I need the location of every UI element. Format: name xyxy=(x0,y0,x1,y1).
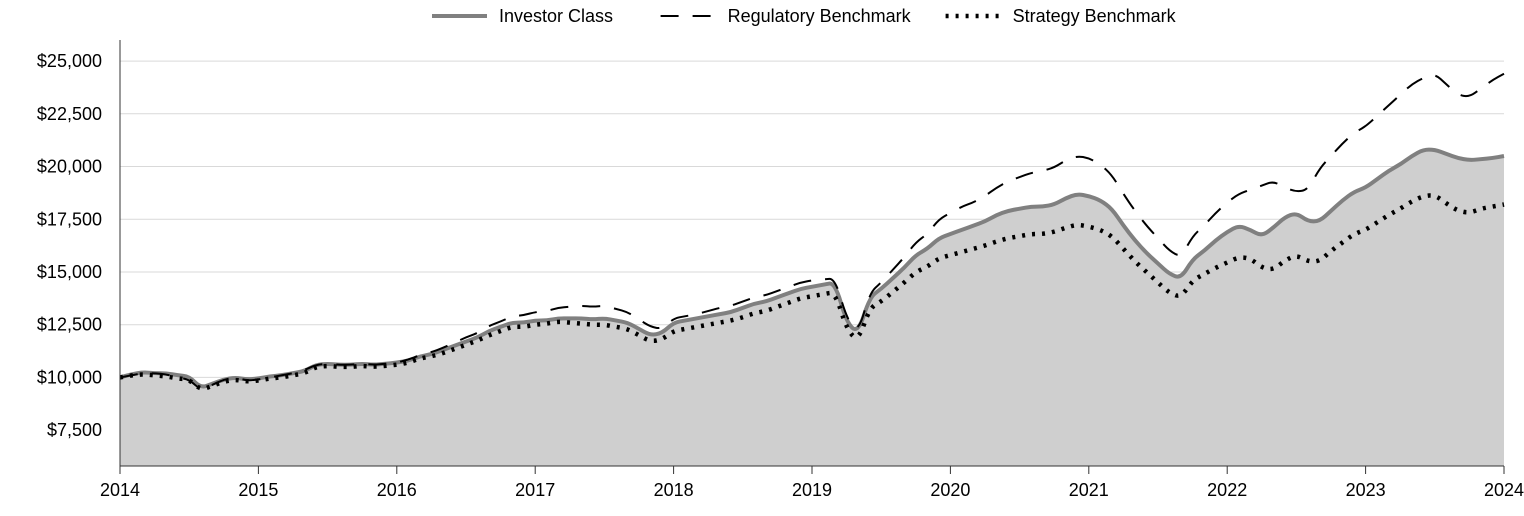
y-tick-label: $10,000 xyxy=(37,367,102,387)
x-tick-label: 2016 xyxy=(377,480,417,500)
y-tick-label: $17,500 xyxy=(37,209,102,229)
x-tick-label: 2019 xyxy=(792,480,832,500)
x-tick-label: 2023 xyxy=(1346,480,1386,500)
x-tick-label: 2017 xyxy=(515,480,555,500)
legend-label: Strategy Benchmark xyxy=(1013,6,1177,26)
legend-label: Investor Class xyxy=(499,6,613,26)
y-tick-label: $7,500 xyxy=(47,420,102,440)
x-tick-label: 2014 xyxy=(100,480,140,500)
y-tick-label: $15,000 xyxy=(37,262,102,282)
x-tick-label: 2022 xyxy=(1207,480,1247,500)
y-tick-label: $22,500 xyxy=(37,104,102,124)
y-tick-label: $12,500 xyxy=(37,315,102,335)
legend: Investor Class Regulatory Benchmark Strate… xyxy=(432,6,1177,26)
x-tick-label: 2015 xyxy=(238,480,278,500)
x-tick-label: 2018 xyxy=(654,480,694,500)
x-tick-label: 2024 xyxy=(1484,480,1524,500)
growth-chart: Investor Class Regulatory Benchmark Strate… xyxy=(0,0,1524,516)
legend-label: Regulatory Benchmark xyxy=(728,6,912,26)
y-tick-label: $20,000 xyxy=(37,157,102,177)
x-tick-label: 2020 xyxy=(930,480,970,500)
chart-svg: Investor Class Regulatory Benchmark Strate… xyxy=(0,0,1524,516)
x-tick-label: 2021 xyxy=(1069,480,1109,500)
y-tick-label: $25,000 xyxy=(37,51,102,71)
